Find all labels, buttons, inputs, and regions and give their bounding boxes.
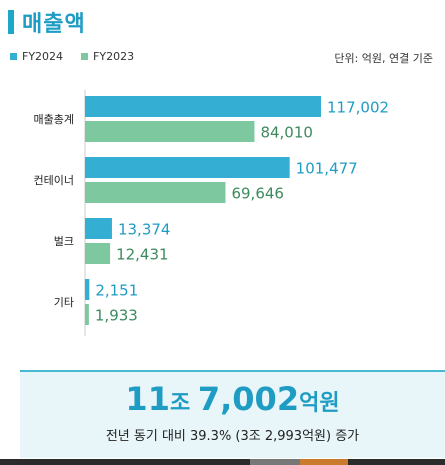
bar-fy2024 bbox=[85, 157, 290, 178]
bar-fy2024 bbox=[85, 96, 321, 117]
data-label-fy2023: 12,431 bbox=[116, 246, 169, 264]
data-label-fy2024: 117,002 bbox=[327, 99, 389, 117]
summary-number-jo: 11 bbox=[125, 380, 170, 418]
category-label: 기타 bbox=[54, 296, 74, 309]
category-label: 벌크 bbox=[54, 235, 74, 248]
unit-note: 단위: 억원, 연결 기준 bbox=[334, 52, 433, 65]
title-accent-bar bbox=[8, 10, 14, 34]
legend-label-fy2023: FY2023 bbox=[93, 50, 135, 63]
summary-unit-jo: 조 bbox=[169, 391, 198, 416]
bar-fy2023 bbox=[85, 121, 255, 142]
summary-total: 11조 7,002억원 bbox=[20, 380, 445, 418]
data-label-fy2023: 1,933 bbox=[95, 307, 138, 325]
legend-swatch-fy2023 bbox=[81, 53, 89, 60]
data-label-fy2023: 69,646 bbox=[231, 185, 284, 203]
bar-fy2024 bbox=[85, 279, 90, 300]
category-label: 컨테이너 bbox=[34, 174, 74, 187]
bottom-strip-segment bbox=[250, 459, 300, 465]
bar-chart: 매출총계 117,002 84,010 컨테이너 101,477 69,646 벌크 13,3… bbox=[34, 90, 389, 336]
bar-fy2024 bbox=[85, 218, 112, 239]
data-label-fy2024: 2,151 bbox=[95, 282, 138, 300]
summary-number-eok: 7,002 bbox=[197, 380, 300, 418]
data-label-fy2024: 101,477 bbox=[296, 160, 358, 178]
data-label-fy2023: 84,010 bbox=[260, 124, 313, 142]
bar-fy2023 bbox=[85, 304, 89, 325]
page-title: 매출액 bbox=[22, 12, 86, 37]
legend-swatch-fy2024 bbox=[10, 53, 17, 60]
summary-change: 전년 동기 대비 39.3% (3조 2,993억원) 증가 bbox=[105, 429, 360, 445]
summary-panel: 11조 7,002억원 전년 동기 대비 39.3% (3조 2,993억원) … bbox=[20, 370, 445, 458]
legend-label-fy2024: FY2024 bbox=[22, 50, 64, 63]
data-label-fy2024: 13,374 bbox=[118, 221, 171, 239]
legend-item-fy2023: FY2023 bbox=[81, 50, 134, 63]
category-label: 매출총계 bbox=[34, 113, 74, 126]
chart-legend: FY2024 FY2023 bbox=[10, 50, 134, 63]
bar-fy2023 bbox=[85, 182, 226, 203]
bottom-strip-segment-accent bbox=[300, 459, 348, 465]
bottom-strip bbox=[0, 459, 445, 465]
bar-fy2023 bbox=[85, 243, 111, 264]
summary-unit-eok: 억원 bbox=[299, 391, 340, 416]
legend-item-fy2024: FY2024 bbox=[10, 50, 63, 63]
